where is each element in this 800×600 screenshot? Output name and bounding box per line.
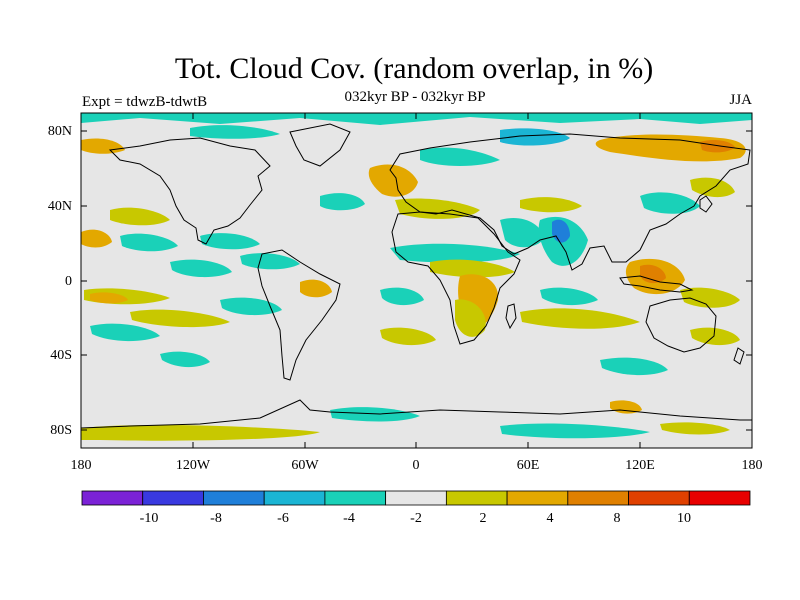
colorbar-swatch [324, 490, 387, 506]
y-tick-label: 40N [48, 199, 72, 214]
anomaly-blob [220, 297, 282, 316]
map-subtitle: 032kyr BP - 032kyr BP [344, 89, 486, 105]
anomaly-blob [640, 264, 666, 284]
anomaly-blob [160, 351, 210, 368]
coastline-eurasia [389, 133, 751, 271]
anomaly-blob [330, 407, 420, 422]
anomaly-blob [500, 423, 650, 439]
anomaly-blob [81, 425, 320, 441]
anomaly-blob [660, 422, 730, 435]
colorbar-swatch [385, 490, 447, 506]
coastline-new-zealand [733, 347, 745, 365]
colorbar-label: 10 [677, 511, 691, 526]
anomaly-blob [380, 327, 436, 346]
x-tick-label: 120E [625, 458, 655, 473]
colorbar-swatch [506, 490, 569, 506]
anomaly-blob [368, 164, 418, 197]
x-tick-label: 180 [71, 458, 92, 473]
anomaly-blob [640, 192, 700, 214]
x-tick-label: 120W [176, 458, 211, 473]
anomaly-blob [430, 259, 515, 278]
colorbar-label: -2 [410, 511, 422, 526]
anomaly-blob [170, 259, 232, 278]
x-tick-label: 60W [291, 458, 319, 473]
anomaly-blob [520, 197, 582, 213]
colorbar-swatch [81, 490, 144, 506]
colorbar-label: 2 [480, 511, 487, 526]
y-tick-label: 40S [50, 348, 72, 363]
anomaly-blob [90, 323, 160, 342]
colorbar-swatch [263, 490, 326, 506]
anomaly-blob [200, 233, 260, 250]
colorbar [81, 490, 751, 506]
anomaly-blob [500, 218, 545, 248]
anomaly-blob [320, 193, 365, 211]
map-title: Tot. Cloud Cov. (random overlap, in %) [174, 52, 654, 85]
anomaly-blob [455, 299, 486, 337]
colorbar-labels: -10 -8 -6 -4 -2 2 4 8 10 [140, 511, 691, 526]
colorbar-label: -8 [210, 511, 222, 526]
coastline-north-america [108, 137, 271, 245]
colorbar-label: -4 [343, 511, 355, 526]
y-tick-label: 80N [48, 124, 72, 139]
coastline-antarctica [80, 399, 752, 429]
anomaly-blob [300, 279, 332, 298]
coastline-south-america [257, 249, 341, 381]
colorbar-swatch [445, 490, 508, 506]
anomaly-blob [81, 229, 112, 248]
experiment-label: Expt = tdwzB-tdwtB [82, 94, 208, 110]
anomaly-blob [680, 287, 740, 308]
anomaly-blob [90, 292, 128, 304]
anomaly-blob [690, 177, 735, 198]
x-tick-label: 60E [517, 458, 540, 473]
anomaly-blob [420, 147, 500, 166]
x-tick-label: 180 [742, 458, 763, 473]
anomaly-blob [520, 308, 640, 329]
colorbar-label: -6 [277, 511, 289, 526]
anomaly-blob [110, 207, 170, 226]
season-label: JJA [729, 92, 752, 108]
anomaly-blob [390, 243, 520, 263]
y-tick-marks [81, 130, 752, 431]
coastline-indonesia [619, 275, 694, 293]
y-tick-label: 0 [65, 274, 72, 289]
coastline-madagascar [505, 303, 517, 330]
colorbar-label: 8 [614, 511, 621, 526]
coastline-greenland [289, 123, 351, 167]
anomaly-blob [395, 198, 480, 219]
anomaly-blob [190, 125, 280, 139]
colorbar-swatch [688, 490, 751, 506]
colorbar-swatch [567, 490, 629, 506]
colorbar-label: -10 [140, 511, 159, 526]
y-tick-label: 80S [50, 423, 72, 438]
coastlines [80, 123, 752, 429]
anomaly-blob [120, 233, 178, 252]
coastline-japan [699, 195, 713, 213]
colorbar-swatch [142, 490, 204, 506]
coastline-africa [391, 211, 521, 345]
anomaly-blob [500, 128, 570, 146]
x-tick-label: 0 [413, 458, 420, 473]
anomaly-blob [240, 253, 300, 270]
anomaly-blob [130, 309, 230, 328]
anomaly-blob [690, 327, 740, 346]
anomaly-blob [700, 139, 735, 153]
x-tick-marks [80, 113, 753, 448]
anomaly-blob [380, 287, 424, 306]
colorbar-swatch [203, 490, 265, 506]
colorbar-swatch [628, 490, 690, 506]
anomaly-blob [540, 287, 598, 306]
anomaly-blob [600, 357, 668, 376]
colorbar-label: 4 [547, 511, 554, 526]
coastline-australia [645, 297, 717, 353]
